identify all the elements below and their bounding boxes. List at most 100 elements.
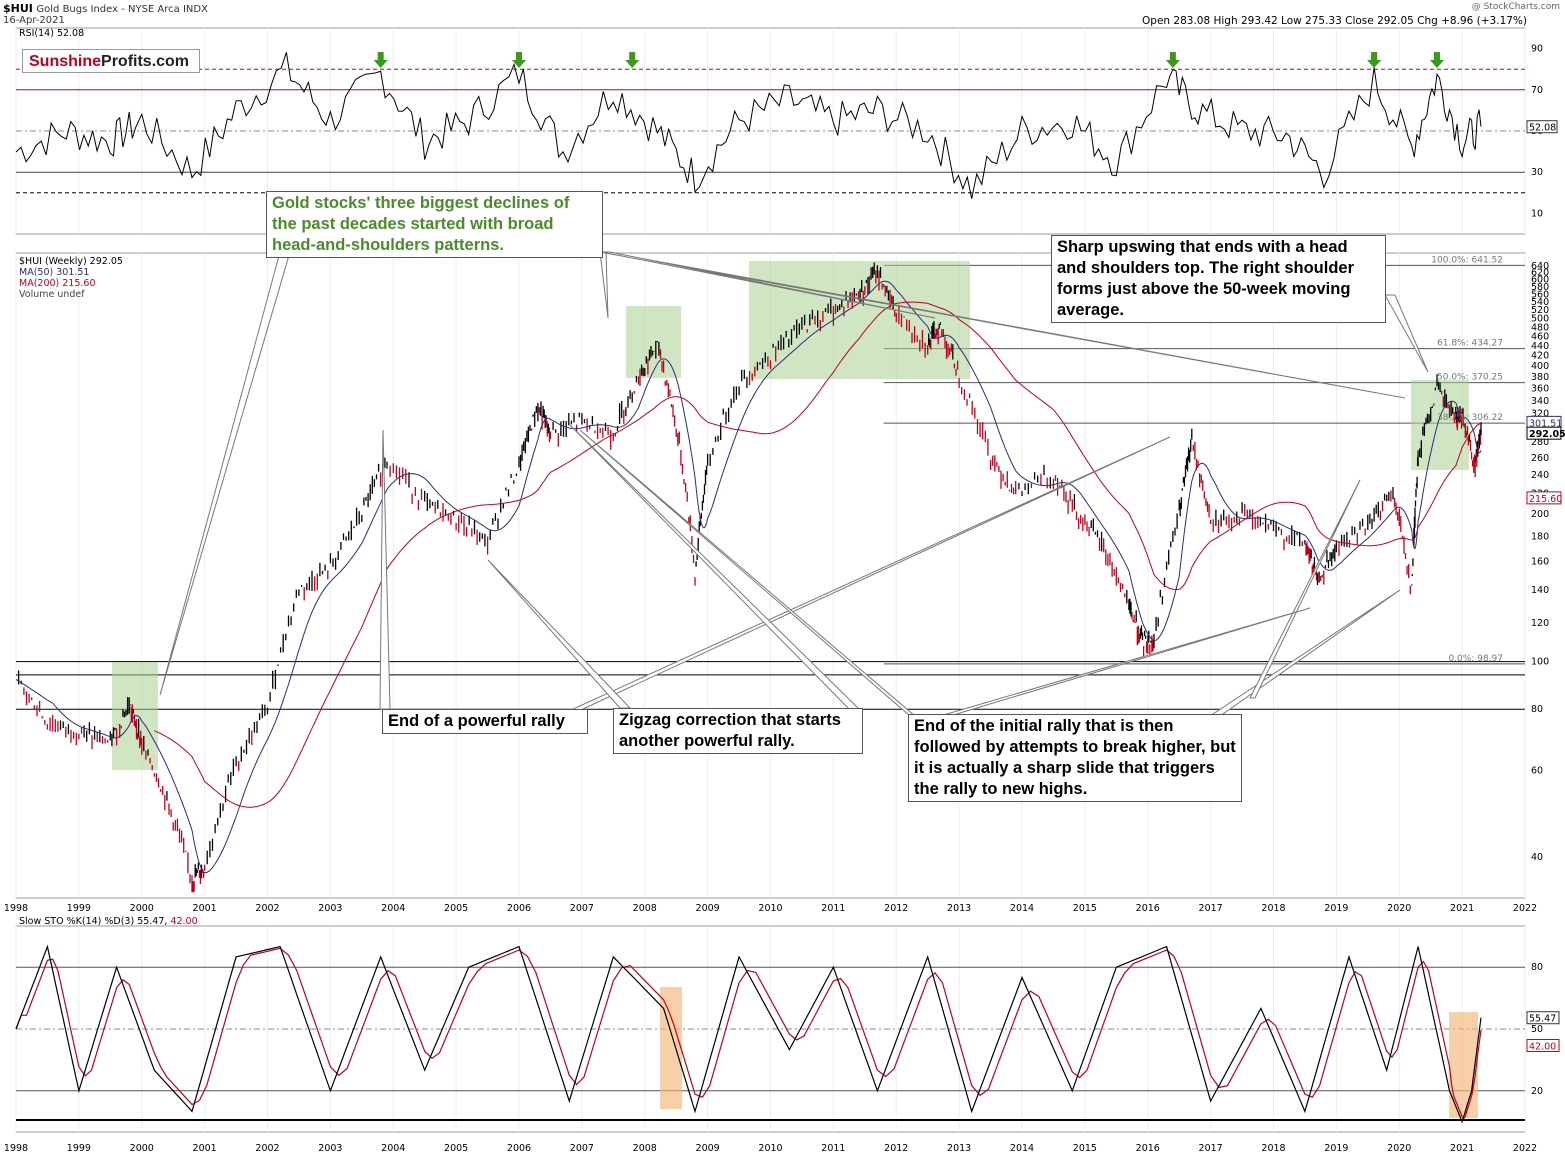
x-tick-label: 2013 (947, 903, 971, 914)
fib-label: 38.2%: 306.22 (1437, 413, 1503, 423)
ma50-line (15, 280, 1482, 874)
x-tick-label: 2004 (381, 1143, 405, 1154)
rsi-tick-label: 90 (1531, 44, 1543, 55)
annotation-end-powerful-rally: End of a powerful rally (382, 709, 588, 734)
sto-k-value: 55.47 (1529, 1014, 1556, 1025)
x-tick-label: 2015 (1073, 903, 1097, 914)
price-tick-label: 160 (1531, 556, 1549, 567)
price-legend-volume: Volume undef (19, 289, 85, 300)
x-tick-label: 2020 (1387, 903, 1411, 914)
symbol: $HUI (3, 2, 33, 15)
price-current-label: 301.51 (1526, 415, 1562, 429)
x-tick-label: 2014 (1010, 903, 1034, 914)
price-tick-label: 560 (1531, 289, 1549, 300)
rsi-current-value: 52.08 (1529, 123, 1556, 134)
x-tick-label: 2002 (255, 903, 279, 914)
callout-pointer (1249, 479, 1361, 699)
price-tick-label: 340 (1531, 396, 1549, 407)
x-tick-label: 2019 (1324, 903, 1348, 914)
price-tick-label: 380 (1531, 372, 1549, 383)
rsi-current-label: 52.08 (1526, 120, 1558, 134)
price-tick-label: 260 (1531, 453, 1549, 464)
callout-pointer (579, 429, 917, 717)
price-tick-label: 320 (1531, 409, 1549, 420)
x-tick-label: 1998 (4, 1143, 28, 1154)
price-tick-label: 520 (1531, 305, 1549, 316)
rsi-tick-label: 10 (1531, 208, 1543, 219)
rsi-peak-arrow-icon (1165, 52, 1180, 68)
x-tick-label: 2022 (1513, 903, 1537, 914)
fib-label: 61.8%: 434.27 (1437, 339, 1503, 349)
x-tick-label: 2021 (1450, 903, 1474, 914)
price-label-value: 215.60 (1529, 494, 1562, 505)
x-tick-label: 2000 (130, 903, 154, 914)
price-tick-label: 460 (1531, 331, 1549, 342)
x-tick-label: 2015 (1073, 1143, 1097, 1154)
x-tick-label: 2001 (193, 1143, 217, 1154)
price-legend-ma50: MA(50) 301.51 (19, 267, 90, 278)
x-tick-label: 2016 (1136, 1143, 1160, 1154)
sto-k-current-label: 55.47 (1526, 1011, 1560, 1025)
price-tick-label: 240 (1531, 470, 1549, 481)
x-tick-label: 2002 (255, 1143, 279, 1154)
x-tick-label: 2006 (507, 1143, 531, 1154)
rsi-peak-arrow-icon (373, 52, 388, 68)
chart-title: $HUI Gold Bugs Index - NYSE Arca INDX (3, 2, 208, 15)
x-tick-label: 2004 (381, 903, 405, 914)
annotation-pointers (159, 251, 1429, 717)
x-tick-label: 1998 (4, 903, 28, 914)
price-tick-label: 600 (1531, 275, 1549, 286)
price-tick-label: 580 (1531, 282, 1549, 293)
sto-tick-label: 20 (1531, 1086, 1543, 1097)
x-tick-label: 2000 (130, 1143, 154, 1154)
sto-series (15, 944, 1482, 1124)
x-tick-label: 2014 (1010, 1143, 1034, 1154)
price-tick-label: 120 (1531, 618, 1549, 629)
rsi-line (15, 52, 1482, 199)
x-tick-label: 2013 (947, 1143, 971, 1154)
x-tick-label: 2005 (444, 903, 468, 914)
x-tick-label: 2016 (1136, 903, 1160, 914)
price-tick-label: 640 (1531, 261, 1549, 272)
index-name: Gold Bugs Index - NYSE Arca INDX (36, 4, 208, 15)
price-label-box (1526, 491, 1562, 505)
sto-tick-label: 80 (1531, 962, 1543, 973)
x-tick-label: 2012 (884, 1143, 908, 1154)
sto-legend: Slow STO %K(14) %D(3) 55.47, 42.00 (19, 916, 198, 927)
price-current-label: 215.60 (1526, 491, 1562, 505)
rsi-series (15, 52, 1482, 199)
sto-legend-main: Slow STO %K(14) %D(3) 55.47, (19, 916, 168, 927)
x-tick-label: 2007 (570, 903, 594, 914)
annotation-zigzag: Zigzag correction that starts another po… (613, 708, 863, 754)
hs-box-2008 (626, 306, 681, 378)
callout-pointer (1208, 589, 1401, 717)
x-tick-label: 2020 (1387, 1143, 1411, 1154)
logo-part1: Sunshine (29, 53, 102, 70)
sto-d-current-label: 42.00 (1526, 1038, 1560, 1052)
x-tick-label: 2006 (507, 903, 531, 914)
sto-box-2008 (660, 987, 682, 1109)
price-tick-label: 180 (1531, 531, 1549, 542)
fib-label: 50.0%: 370.25 (1437, 373, 1503, 383)
callout-pointer (569, 424, 862, 711)
x-tick-label: 2009 (696, 1143, 720, 1154)
axis-labels: 1998199819991999200020002001200120022002… (4, 44, 1565, 1154)
price-tick-label: 200 (1531, 509, 1549, 520)
price-label-value: 301.51 (1529, 418, 1562, 429)
price-label-value: 292.05 (1529, 429, 1565, 440)
x-tick-label: 2012 (884, 903, 908, 914)
sto-box-2021 (1449, 1012, 1478, 1118)
price-tick-label: 540 (1531, 297, 1549, 308)
price-legend-ma200: MA(200) 215.60 (19, 278, 96, 289)
x-tick-label: 1999 (67, 1143, 91, 1154)
chart-date: 16-Apr-2021 (3, 15, 65, 26)
price-tick-label: 620 (1531, 268, 1549, 279)
rsi-current-box (1526, 120, 1558, 134)
price-tick-label: 60 (1531, 766, 1543, 777)
callout-pointer (599, 251, 609, 319)
fib-label: 0.0%: 98.97 (1448, 654, 1503, 664)
sto-d-line (15, 947, 1482, 1120)
x-tick-label: 2018 (1261, 903, 1285, 914)
x-tick-label: 2005 (444, 1143, 468, 1154)
fib-label: 100.0%: 641.52 (1431, 255, 1503, 265)
